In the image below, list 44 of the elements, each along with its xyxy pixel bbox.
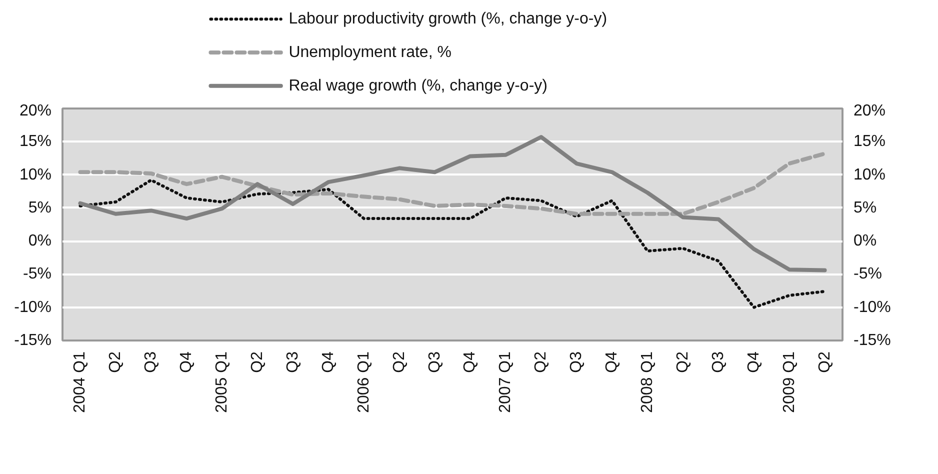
y-tick-label: 20% bbox=[19, 102, 52, 120]
x-tick-label: Q4 bbox=[745, 351, 762, 373]
x-tick-label: 2008 Q1 bbox=[639, 351, 656, 413]
y2-tick-label: -15% bbox=[854, 332, 891, 349]
y-tick-label: -15% bbox=[14, 332, 52, 349]
x-tick-label: Q3 bbox=[710, 351, 727, 373]
x-tick-label: Q4 bbox=[462, 351, 479, 373]
x-tick-label: Q4 bbox=[320, 351, 337, 373]
legend-label: Labour productivity growth (%, change y-o-y) bbox=[288, 10, 608, 28]
y2-tick-label: -5% bbox=[854, 266, 882, 283]
y-tick-label: -10% bbox=[14, 298, 52, 316]
x-tick-label: Q3 bbox=[284, 351, 302, 373]
x-tick-label: Q2 bbox=[674, 351, 692, 373]
x-tick-label: Q3 bbox=[568, 351, 586, 373]
line-series bbox=[78, 135, 827, 272]
x-tick-label: Q4 bbox=[178, 351, 196, 373]
y2-tick-label: -10% bbox=[854, 298, 891, 316]
line-series bbox=[78, 178, 826, 309]
x-tick-label: 2009 Q1 bbox=[780, 351, 798, 413]
legend-label: Unemployment rate, % bbox=[288, 44, 452, 61]
y-tick-label: 0% bbox=[28, 232, 52, 250]
x-tick-label: 2006 Q1 bbox=[355, 351, 372, 413]
y-tick-label: 5% bbox=[28, 199, 52, 216]
y-tick-label: -5% bbox=[23, 266, 52, 283]
x-tick-label: Q4 bbox=[604, 351, 621, 373]
x-tick-label: 2004 Q1 bbox=[72, 351, 89, 413]
y2-tick-label: 15% bbox=[854, 133, 886, 150]
y2-tick-label: 0% bbox=[854, 232, 877, 250]
x-tick-label: Q3 bbox=[426, 351, 444, 373]
y2-tick-label: 5% bbox=[854, 199, 877, 216]
legend-label: Real wage growth (%, change y-o-y) bbox=[288, 77, 548, 94]
x-tick-label: 2007 Q1 bbox=[497, 351, 514, 413]
x-tick-label: Q2 bbox=[107, 351, 124, 373]
x-tick-label: Q3 bbox=[142, 351, 160, 373]
x-tick-label: Q2 bbox=[390, 351, 408, 373]
y2-tick-label: 10% bbox=[854, 166, 886, 184]
y-tick-label: 15% bbox=[19, 133, 52, 150]
x-tick-label: 2005 Q1 bbox=[214, 351, 231, 413]
x-tick-label: Q2 bbox=[816, 351, 834, 373]
x-tick-label: Q2 bbox=[532, 351, 550, 373]
x-tick-label: Q2 bbox=[249, 351, 266, 373]
y2-tick-label: 20% bbox=[854, 102, 886, 120]
y-tick-label: 10% bbox=[19, 166, 52, 184]
line-series bbox=[78, 152, 827, 216]
